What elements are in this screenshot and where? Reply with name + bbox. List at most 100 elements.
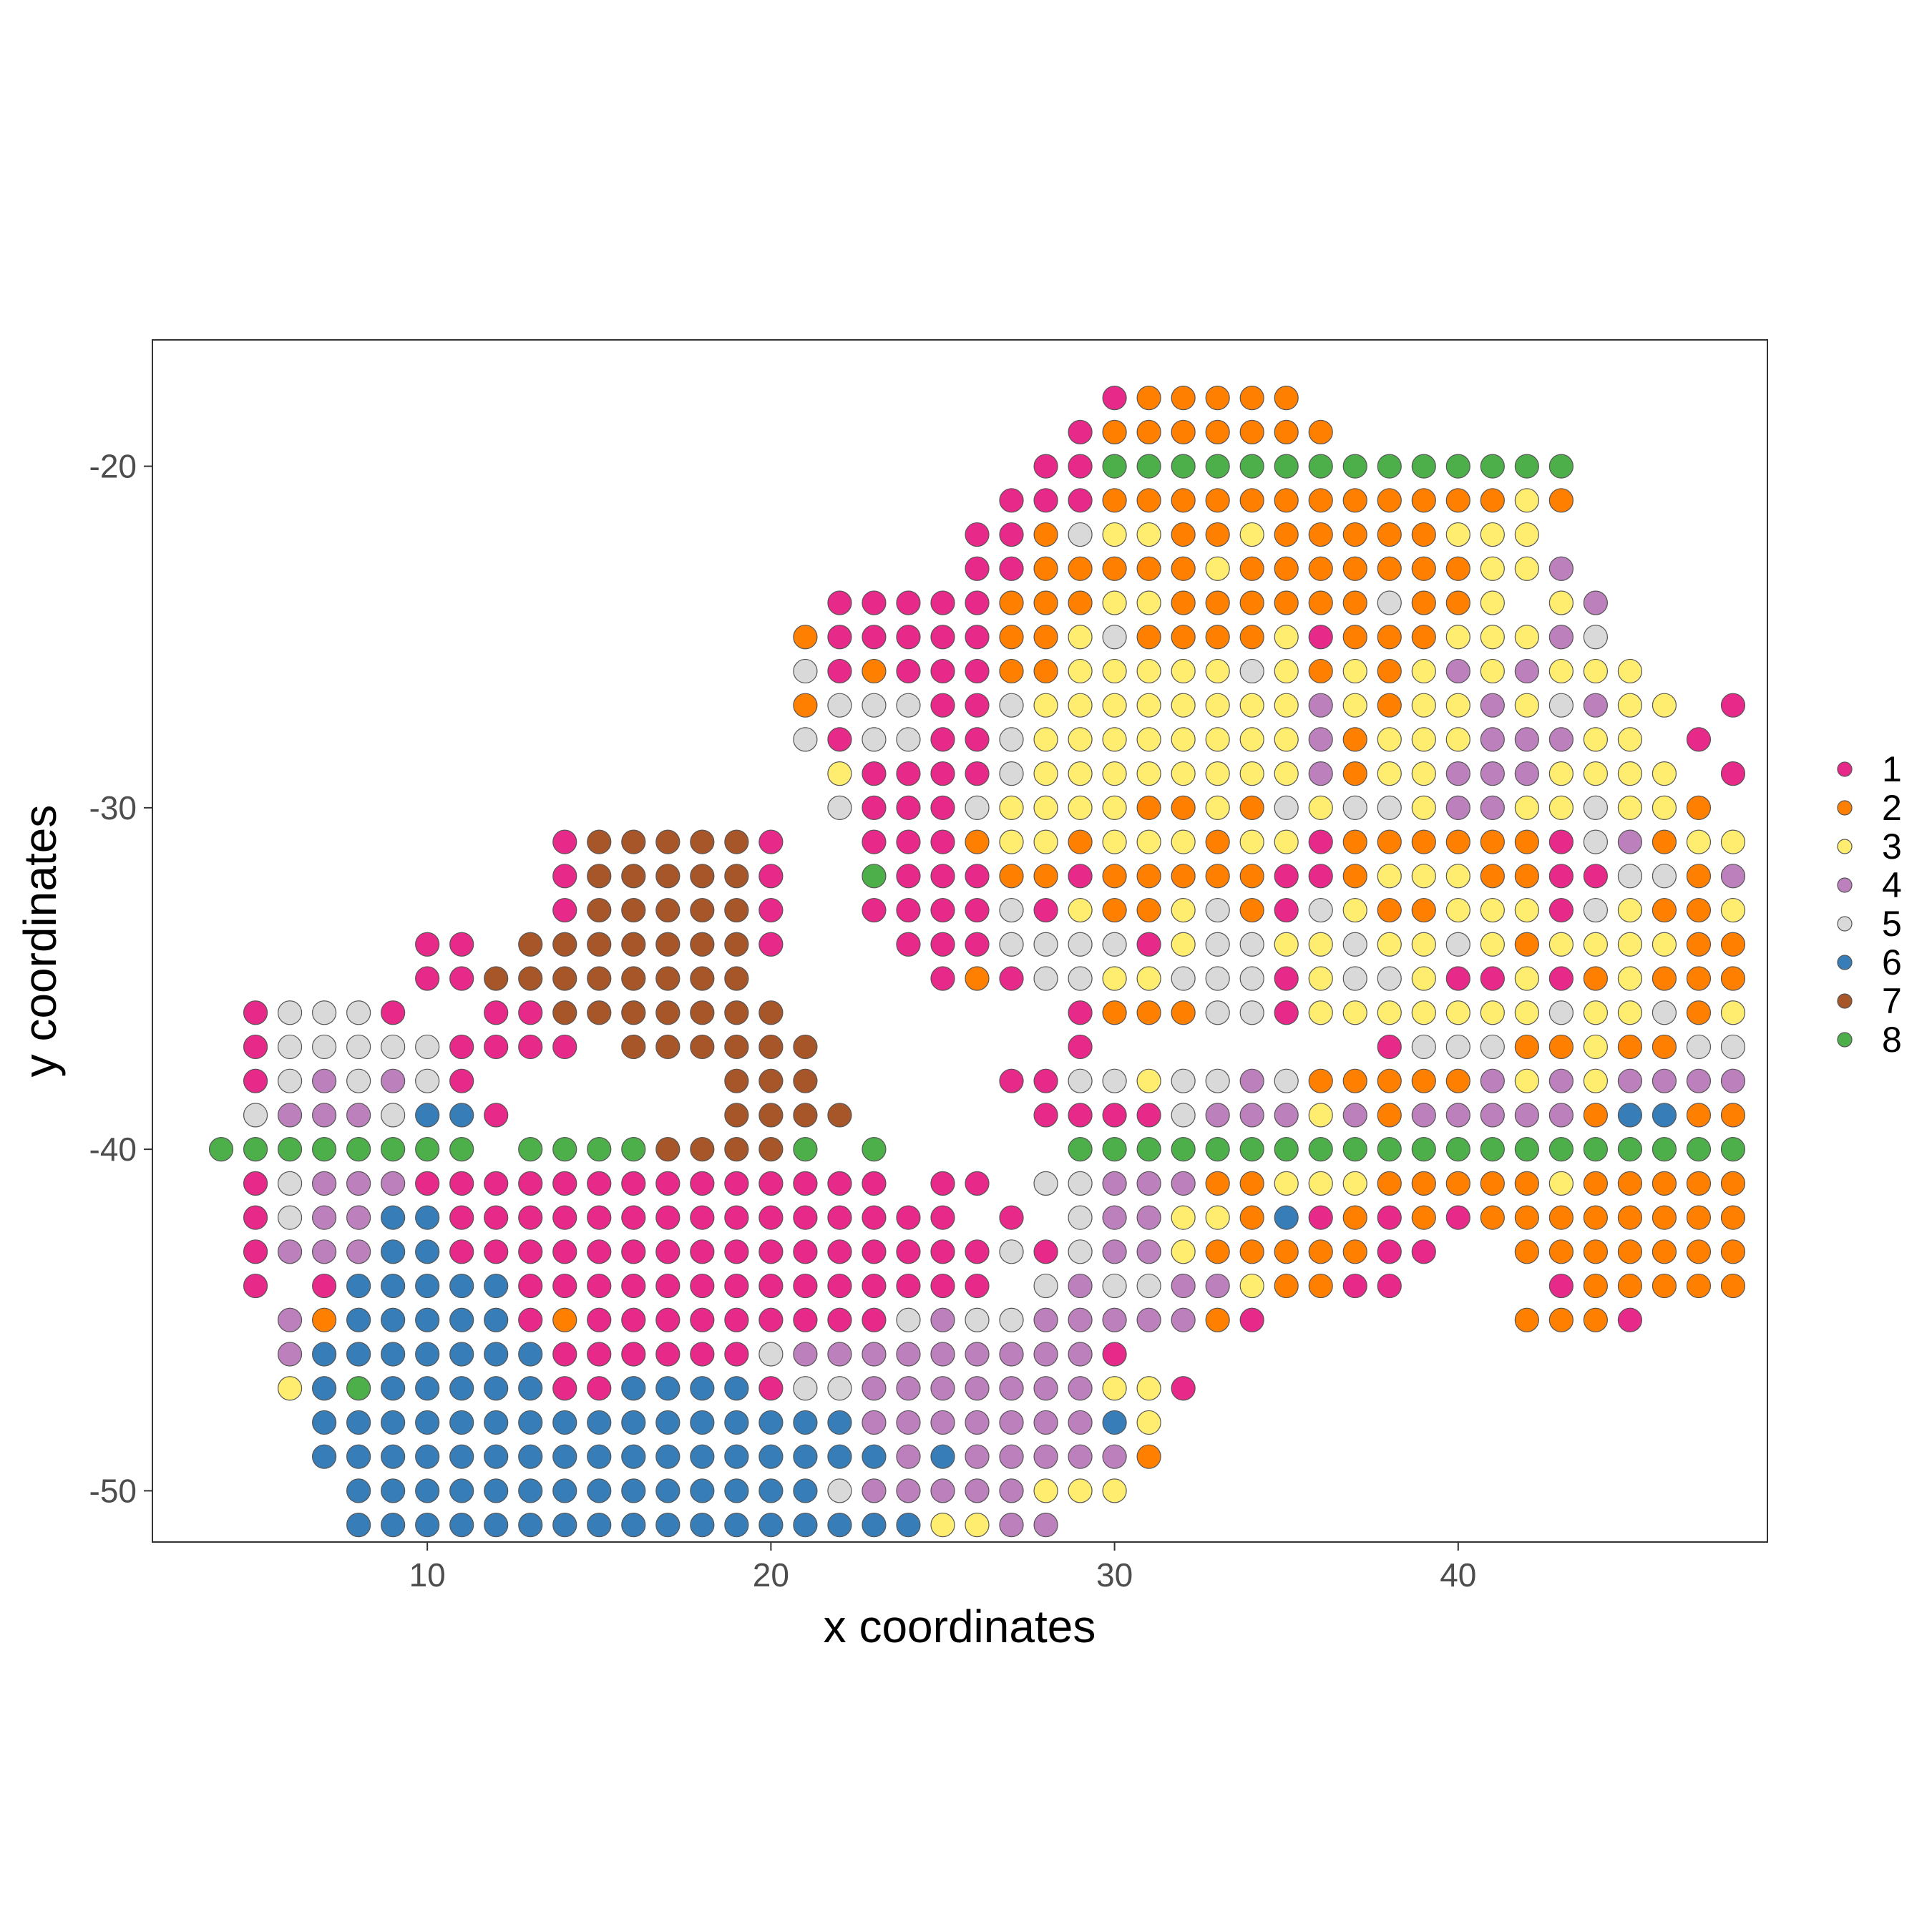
data-point-cluster-2: [1411, 897, 1436, 923]
data-point-cluster-3: [1583, 658, 1608, 684]
data-point-cluster-2: [1239, 419, 1264, 444]
data-point-cluster-5: [999, 761, 1024, 786]
data-point-cluster-4: [965, 1478, 990, 1503]
data-point-cluster-3: [1239, 727, 1264, 752]
data-point-cluster-3: [1514, 966, 1539, 991]
data-point-cluster-1: [1068, 1000, 1093, 1025]
data-point-cluster-2: [1102, 1000, 1127, 1025]
data-point-cluster-6: [758, 1410, 784, 1435]
data-point-cluster-4: [312, 1239, 337, 1264]
data-point-cluster-1: [552, 1205, 577, 1230]
data-point-cluster-1: [793, 1239, 818, 1264]
data-point-cluster-6: [381, 1307, 406, 1332]
data-point-cluster-6: [415, 1513, 440, 1538]
data-point-cluster-4: [346, 1239, 371, 1264]
data-point-cluster-3: [1377, 932, 1402, 957]
x-tick-label: 40: [1440, 1556, 1476, 1594]
data-point-cluster-1: [965, 693, 990, 718]
data-point-cluster-8: [1377, 1137, 1402, 1162]
data-point-cluster-4: [1514, 727, 1539, 752]
data-point-cluster-4: [965, 1444, 990, 1469]
data-point-cluster-2: [1411, 1068, 1436, 1093]
data-point-cluster-3: [1342, 897, 1367, 923]
data-point-cluster-1: [415, 1171, 440, 1196]
data-point-cluster-1: [930, 625, 955, 650]
data-point-cluster-1: [621, 1273, 646, 1299]
data-point-cluster-1: [484, 1103, 509, 1128]
data-point-cluster-6: [862, 1444, 887, 1469]
data-point-cluster-2: [1308, 658, 1333, 684]
data-point-cluster-3: [1445, 897, 1470, 923]
data-point-cluster-2: [1377, 1103, 1402, 1128]
data-point-cluster-7: [587, 966, 612, 991]
data-point-cluster-3: [1583, 1000, 1608, 1025]
data-point-cluster-3: [1583, 761, 1608, 786]
data-point-cluster-2: [1686, 1000, 1712, 1025]
data-point-cluster-3: [1617, 897, 1643, 923]
data-point-cluster-1: [896, 1239, 921, 1264]
data-point-cluster-3: [1239, 1273, 1264, 1299]
data-point-cluster-7: [655, 966, 680, 991]
data-point-cluster-5: [1239, 1000, 1264, 1025]
data-point-cluster-2: [1548, 1239, 1574, 1264]
data-point-cluster-1: [930, 693, 955, 718]
data-point-cluster-7: [655, 1034, 680, 1060]
data-point-cluster-6: [758, 1513, 784, 1538]
data-point-cluster-4: [1308, 727, 1333, 752]
data-point-cluster-5: [827, 795, 852, 820]
data-point-cluster-6: [930, 1444, 955, 1469]
data-point-cluster-3: [1342, 1171, 1367, 1196]
data-point-cluster-1: [1274, 966, 1299, 991]
data-point-cluster-1: [1102, 386, 1127, 411]
data-point-cluster-6: [690, 1513, 715, 1538]
data-point-cluster-3: [1308, 1103, 1333, 1128]
data-point-cluster-2: [1308, 1239, 1333, 1264]
data-point-cluster-5: [1033, 1171, 1058, 1196]
data-point-cluster-1: [724, 1342, 749, 1367]
data-point-cluster-1: [552, 864, 577, 889]
data-point-cluster-7: [655, 864, 680, 889]
data-point-cluster-4: [896, 1478, 921, 1503]
y-tick-label: -40: [89, 1131, 137, 1168]
data-point-cluster-6: [518, 1376, 543, 1401]
data-point-cluster-6: [312, 1410, 337, 1435]
data-point-cluster-3: [1617, 761, 1643, 786]
data-point-cluster-3: [1274, 761, 1299, 786]
data-point-cluster-1: [965, 522, 990, 547]
data-point-cluster-1: [243, 1239, 268, 1264]
data-points: [208, 386, 1746, 1538]
data-point-cluster-7: [690, 864, 715, 889]
data-point-cluster-6: [415, 1444, 440, 1469]
data-point-cluster-1: [552, 1376, 577, 1401]
data-point-cluster-1: [930, 761, 955, 786]
data-point-cluster-8: [1548, 454, 1574, 479]
data-point-cluster-1: [552, 897, 577, 923]
data-point-cluster-4: [1514, 1103, 1539, 1128]
data-point-cluster-2: [1136, 897, 1161, 923]
data-point-cluster-3: [1308, 1171, 1333, 1196]
data-point-cluster-1: [1342, 1273, 1367, 1299]
data-point-cluster-4: [1068, 1307, 1093, 1332]
data-point-cluster-1: [1068, 419, 1093, 444]
data-point-cluster-3: [1377, 1000, 1402, 1025]
legend-label-7: 7: [1882, 981, 1902, 1021]
data-point-cluster-4: [1136, 1171, 1161, 1196]
data-point-cluster-7: [724, 864, 749, 889]
data-point-cluster-4: [793, 1342, 818, 1367]
data-point-cluster-7: [621, 864, 646, 889]
data-point-cluster-1: [587, 1273, 612, 1299]
data-point-cluster-3: [1171, 932, 1196, 957]
data-point-cluster-1: [896, 932, 921, 957]
data-point-cluster-1: [621, 1239, 646, 1264]
data-point-cluster-3: [1171, 1205, 1196, 1230]
data-point-cluster-2: [1480, 864, 1505, 889]
data-point-cluster-3: [1548, 795, 1574, 820]
data-point-cluster-2: [1411, 522, 1436, 547]
data-point-cluster-5: [862, 693, 887, 718]
data-point-cluster-1: [1068, 1034, 1093, 1060]
data-point-cluster-2: [1205, 1239, 1230, 1264]
data-point-cluster-2: [1239, 625, 1264, 650]
data-point-cluster-1: [1308, 1205, 1333, 1230]
data-point-cluster-5: [1239, 658, 1264, 684]
data-point-cluster-1: [827, 625, 852, 650]
